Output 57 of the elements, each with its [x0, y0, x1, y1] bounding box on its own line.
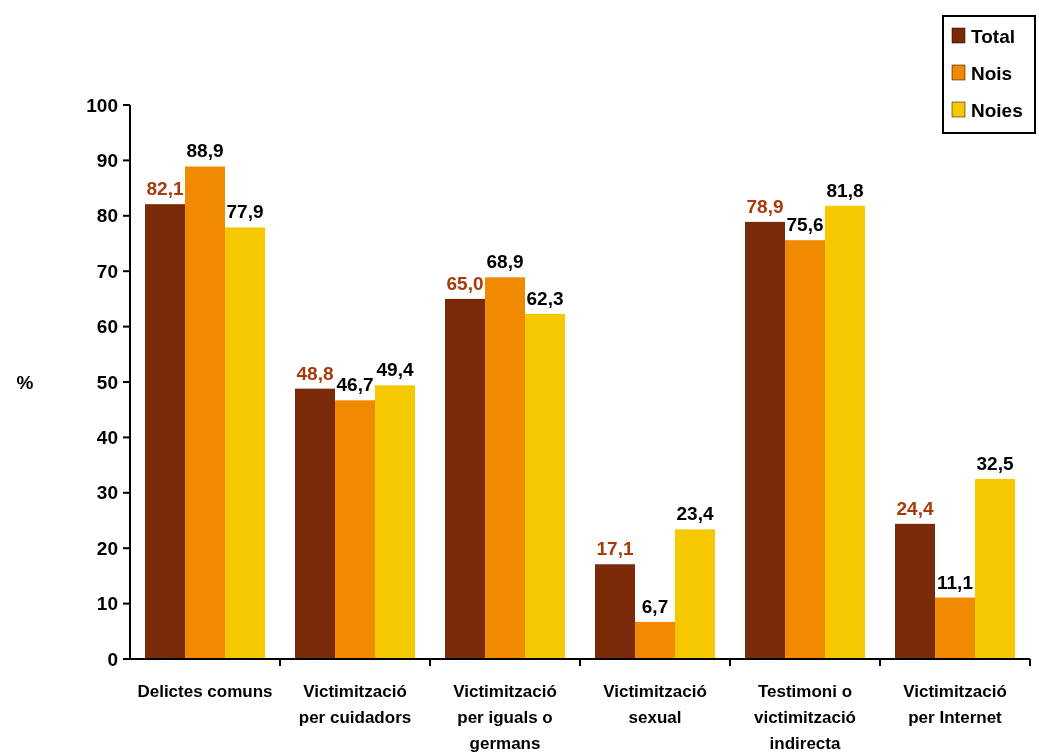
y-tick-label: 90 [96, 150, 118, 172]
legend-label: Noies [971, 99, 1023, 121]
bar [675, 529, 715, 659]
data-label: 75,6 [786, 214, 824, 236]
bar [825, 205, 865, 659]
bar [445, 298, 485, 659]
bar [185, 166, 225, 659]
bar [225, 227, 265, 659]
data-label: 88,9 [186, 140, 224, 162]
y-tick-label: 20 [96, 537, 118, 559]
legend-label: Nois [971, 62, 1013, 84]
y-tick-label: 50 [96, 371, 118, 393]
bar [745, 221, 785, 659]
y-tick-label: 70 [96, 260, 118, 282]
data-label: 65,0 [446, 272, 484, 294]
bar [785, 240, 825, 659]
x-tick-label: Victimització per iguals o germans [453, 682, 557, 753]
data-label: 62,3 [526, 287, 564, 309]
bar [145, 204, 185, 659]
y-tick-label: 80 [96, 205, 118, 227]
y-tick-label: 100 [86, 94, 118, 116]
x-tick-label: Testimoni o victimització indirecta [753, 682, 857, 753]
data-label: 81,8 [826, 179, 864, 201]
data-label: 49,4 [376, 359, 414, 381]
bar [935, 597, 975, 659]
y-tick-label: 30 [96, 482, 118, 504]
bar [375, 385, 415, 659]
data-label: 82,1 [146, 178, 184, 200]
data-label: 24,4 [896, 497, 934, 519]
bar [525, 313, 565, 659]
data-label: 46,7 [336, 374, 374, 396]
data-label: 78,9 [746, 195, 784, 217]
data-label: 32,5 [976, 452, 1014, 474]
bar [635, 621, 675, 659]
data-label: 17,1 [596, 538, 634, 560]
y-axis-title: % [16, 371, 34, 393]
bar [335, 400, 375, 659]
bar [895, 523, 935, 659]
bar [485, 277, 525, 659]
y-tick-label: 40 [96, 427, 118, 449]
bar [975, 478, 1015, 659]
x-tick-label: Delictes comuns [137, 682, 273, 701]
x-tick-label: Victimització sexual [603, 682, 707, 727]
y-tick-label: 0 [107, 648, 118, 670]
x-tick-label: Victimització per Internet [903, 682, 1007, 727]
x-tick-label: Victimització per cuidadors [298, 682, 412, 727]
data-label: 11,1 [937, 571, 974, 593]
y-tick-label: 60 [96, 316, 118, 338]
data-label: 23,4 [676, 503, 714, 525]
data-label: 77,9 [226, 201, 264, 223]
bar [295, 388, 335, 659]
y-tick-label: 10 [96, 593, 118, 615]
bar [595, 564, 635, 659]
legend-label: Total [971, 25, 1015, 47]
data-label: 48,8 [296, 362, 334, 384]
data-label: 6,7 [641, 595, 669, 617]
data-label: 68,9 [486, 251, 524, 273]
